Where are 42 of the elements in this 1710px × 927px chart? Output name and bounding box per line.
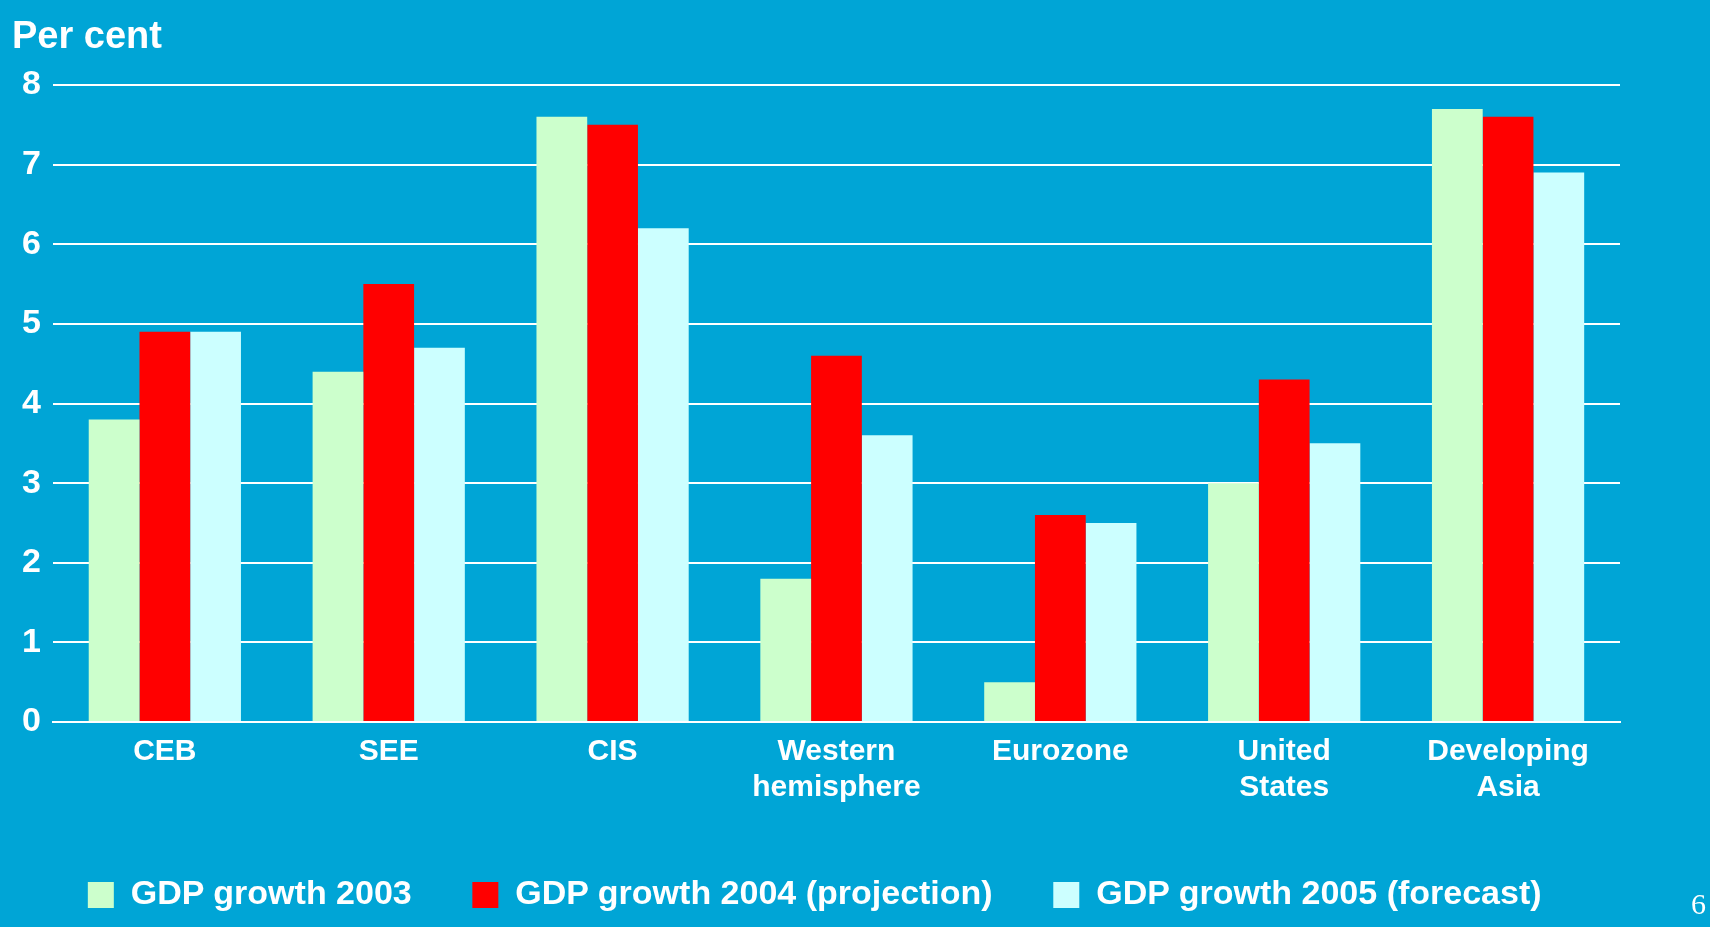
x-tick-label: SEE	[358, 733, 419, 767]
bar	[984, 682, 1035, 721]
bar	[861, 435, 913, 721]
bar	[414, 347, 465, 721]
x-tick-label: Eurozone	[991, 733, 1129, 767]
bar	[587, 124, 638, 721]
bar	[1208, 483, 1259, 721]
y-axis-title: Per cent	[12, 14, 162, 57]
y-tick-label: 8	[21, 63, 41, 102]
bar	[1085, 522, 1137, 721]
x-tick-label: Developing Asia	[1427, 733, 1589, 803]
x-tick-label: United States	[1237, 733, 1331, 803]
legend-label: GDP growth 2005 (forecast)	[1096, 873, 1542, 912]
x-tick-label: CEB	[133, 733, 197, 767]
bar	[811, 355, 862, 721]
x-tick-label: Western hemisphere	[752, 733, 921, 803]
legend-label: GDP growth 2004 (projection)	[515, 873, 993, 912]
bar	[88, 419, 140, 721]
bar	[1309, 443, 1361, 721]
x-tick-label: CIS	[587, 733, 638, 767]
bar	[760, 578, 812, 721]
y-tick-label: 7	[21, 143, 41, 181]
y-tick-label: 2	[21, 541, 41, 580]
bar	[1258, 379, 1310, 721]
y-tick-label: 1	[21, 620, 41, 659]
bar	[1533, 172, 1585, 721]
y-tick-label: 5	[21, 302, 41, 341]
bar	[1482, 116, 1534, 721]
y-tick-label: 6	[21, 222, 41, 261]
legend-label: GDP growth 2003	[130, 873, 412, 912]
y-tick-label: 0	[21, 700, 41, 739]
bar	[363, 284, 415, 721]
bar	[312, 371, 364, 721]
bar	[190, 331, 241, 721]
text: 6	[1691, 887, 1706, 921]
bar	[536, 116, 588, 721]
bar	[139, 331, 191, 721]
bar	[637, 228, 689, 721]
y-tick-label: 4	[21, 381, 41, 420]
y-tick-label: 3	[21, 461, 41, 500]
bar	[1431, 108, 1483, 721]
bar	[1034, 514, 1086, 721]
